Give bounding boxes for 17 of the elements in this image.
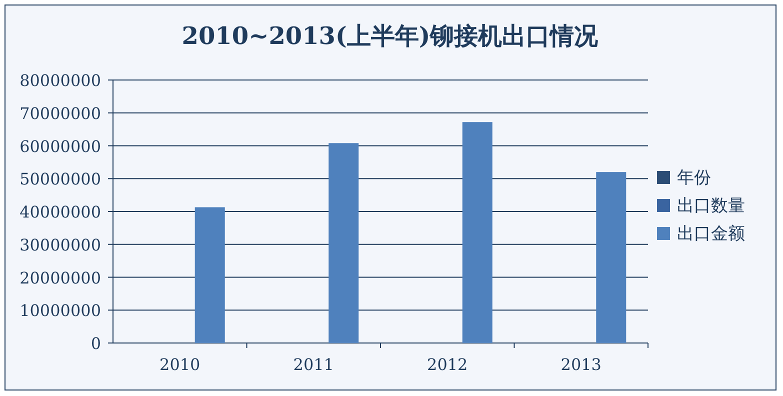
y-tick-label: 70000000 [20, 104, 101, 123]
legend-label: 出口数量 [677, 196, 745, 216]
y-tick-label: 80000000 [20, 71, 101, 90]
legend-label: 年份 [677, 168, 711, 188]
y-tick-label: 60000000 [20, 136, 101, 156]
x-tick-label: 2010 [160, 355, 200, 374]
y-tick-label: 40000000 [20, 202, 101, 222]
x-tick-label: 2012 [427, 355, 468, 374]
y-tick-label: 30000000 [20, 235, 101, 254]
y-tick-label: 50000000 [20, 170, 101, 189]
chart-title: 2010~2013(上半年)铆接机出口情况 [182, 21, 600, 50]
legend-label: 出口金额 [677, 224, 745, 244]
y-tick-label: 20000000 [20, 268, 101, 288]
x-tick-label: 2011 [293, 355, 334, 374]
y-tick-label: 0 [90, 334, 101, 353]
x-tick-label: 2013 [560, 355, 602, 374]
y-tick-label: 10000000 [20, 301, 101, 320]
